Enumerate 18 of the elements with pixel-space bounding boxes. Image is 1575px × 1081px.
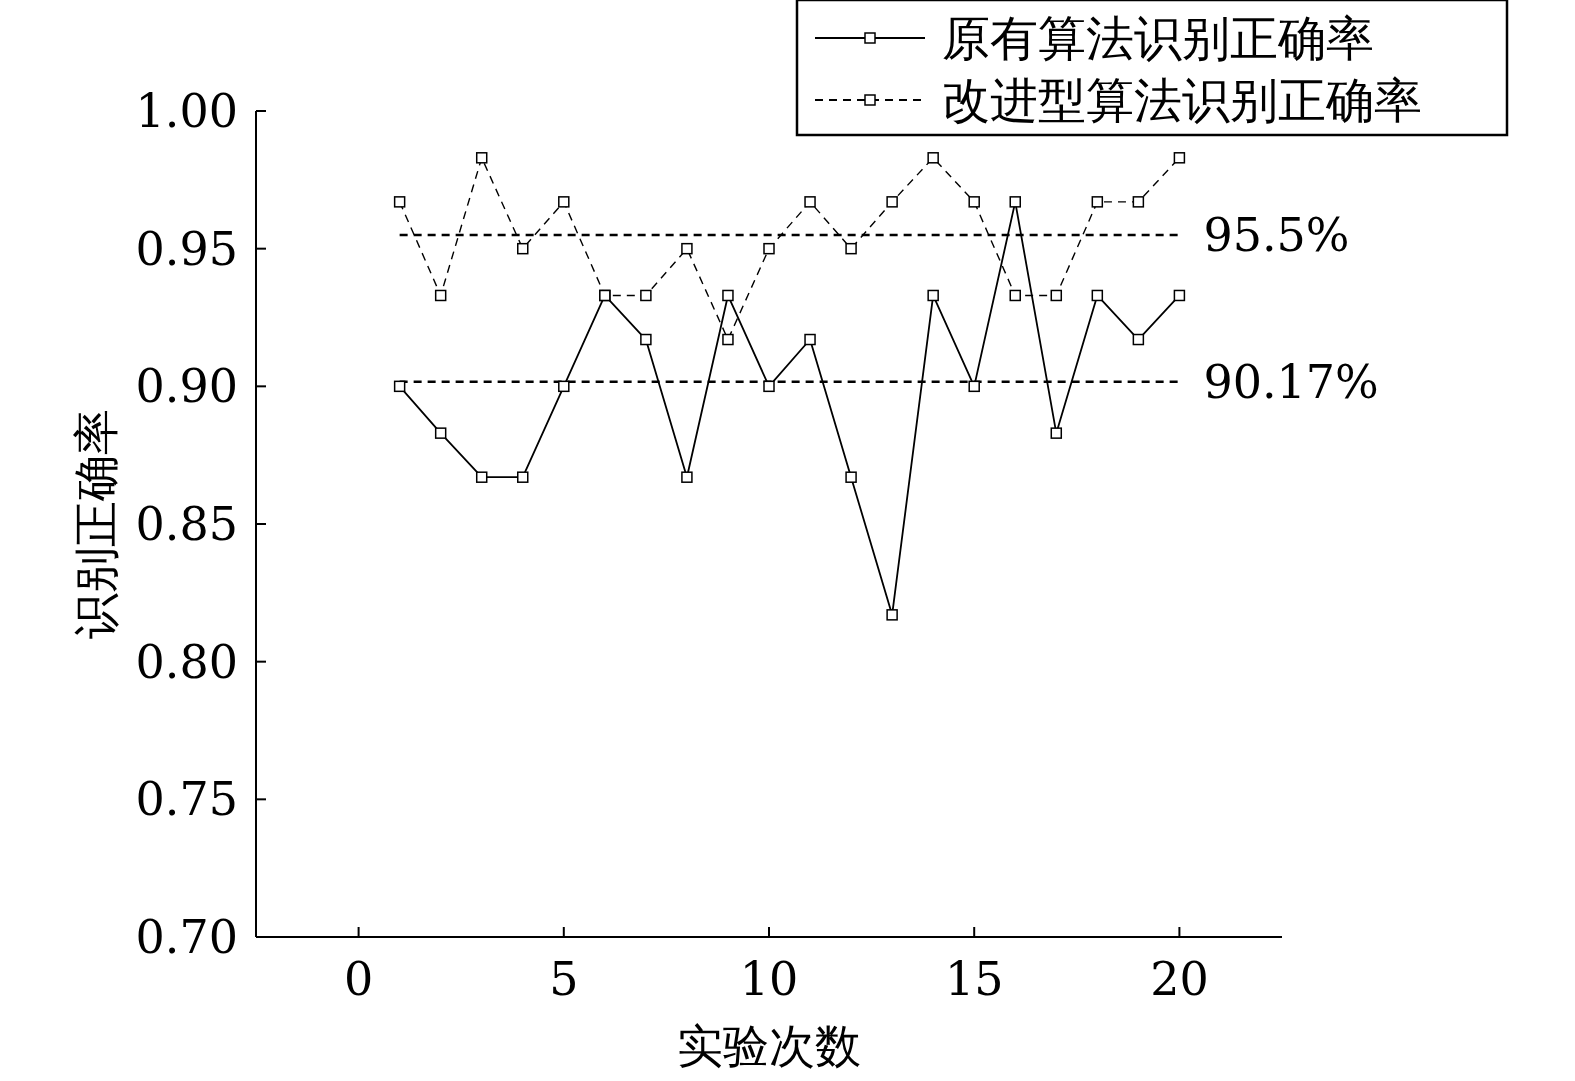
x-tick-label: 0	[343, 952, 374, 1006]
ref-line-label: 95.5%	[1203, 207, 1350, 262]
x-tick-label: 20	[1150, 952, 1209, 1006]
y-tick-label: 0.95	[135, 221, 238, 276]
x-tick-label: 5	[549, 952, 579, 1006]
x-tick-label: 15	[944, 952, 1004, 1006]
x-axis-title: 实验次数	[677, 1019, 861, 1073]
legend-label: 改进型算法识别正确率	[942, 72, 1422, 128]
y-tick-label: 0.70	[135, 910, 238, 964]
y-tick-label: 0.80	[135, 634, 238, 689]
ref-line-label: 90.17%	[1203, 354, 1379, 409]
y-tick-label: 0.85	[135, 497, 238, 551]
x-tick-label: 10	[739, 952, 799, 1006]
y-axis-title: 识别正确率	[69, 409, 123, 639]
y-tick-label: 0.90	[135, 359, 238, 414]
y-tick-label: 0.75	[135, 772, 238, 827]
y-tick-label: 1.00	[135, 84, 238, 138]
legend-label: 原有算法识别正确率	[942, 10, 1374, 66]
